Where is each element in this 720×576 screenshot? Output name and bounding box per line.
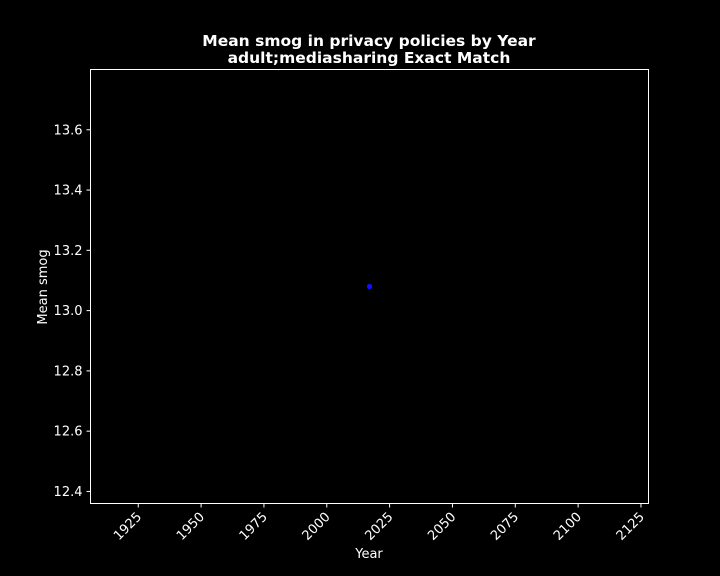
x-tick-label: 1950 bbox=[174, 510, 208, 544]
plot-area bbox=[90, 69, 649, 504]
y-tick-label: 13.0 bbox=[54, 304, 83, 319]
x-tick-label: 2025 bbox=[362, 510, 396, 544]
x-tick-label: 1925 bbox=[111, 510, 145, 544]
x-tick-label: 2050 bbox=[425, 510, 459, 544]
x-tick-label: 1975 bbox=[237, 510, 271, 544]
x-tick-label: 2125 bbox=[614, 510, 648, 544]
y-tick-label: 12.4 bbox=[54, 485, 83, 500]
y-tick-label: 12.8 bbox=[54, 364, 83, 379]
x-tick-label: 2075 bbox=[488, 510, 522, 544]
data-points bbox=[366, 283, 373, 290]
y-tick-label: 13.6 bbox=[54, 123, 83, 138]
y-axis-label: Mean smog bbox=[36, 249, 51, 324]
chart-title-line2: adult;mediasharing Exact Match bbox=[228, 49, 511, 67]
chart-title-line1: Mean smog in privacy policies by Year bbox=[202, 32, 536, 50]
x-axis-label: Year bbox=[354, 547, 383, 562]
y-tick-label: 13.4 bbox=[54, 184, 83, 199]
y-tick-label: 13.2 bbox=[54, 244, 83, 259]
x-tick-label: 2100 bbox=[551, 510, 585, 544]
x-axis: 1925 1950 1975 2000 2025 2050 2075 2100 2125 bbox=[111, 503, 648, 544]
data-point bbox=[366, 283, 373, 290]
y-tick-label: 12.6 bbox=[54, 425, 83, 440]
y-axis: 12.4 12.6 12.8 13.0 13.2 13.4 13.6 bbox=[54, 123, 91, 500]
x-tick-label: 2000 bbox=[300, 510, 334, 544]
